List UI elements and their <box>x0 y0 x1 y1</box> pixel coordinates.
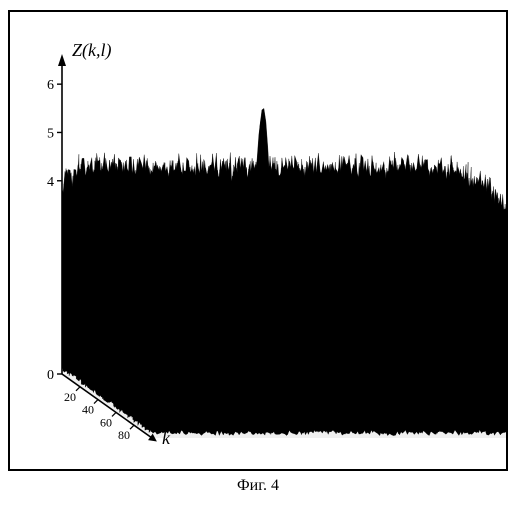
surface-plot: 0 4 5 6 Z(k,l) 20 40 60 80 k l <box>10 12 506 464</box>
chart-frame: 0 4 5 6 Z(k,l) 20 40 60 80 k l <box>8 10 508 471</box>
svg-text:60: 60 <box>100 415 112 429</box>
figure-caption: Фиг. 4 <box>237 477 279 495</box>
svg-text:80: 80 <box>118 428 130 442</box>
svg-text:20: 20 <box>64 390 76 404</box>
svg-text:Z(k,l): Z(k,l) <box>72 40 112 61</box>
svg-text:k: k <box>162 428 171 448</box>
svg-text:40: 40 <box>82 403 94 417</box>
svg-text:6: 6 <box>47 78 54 93</box>
svg-text:5: 5 <box>47 126 54 141</box>
svg-text:4: 4 <box>47 175 54 190</box>
svg-text:l: l <box>462 360 467 380</box>
svg-text:0: 0 <box>47 368 54 383</box>
